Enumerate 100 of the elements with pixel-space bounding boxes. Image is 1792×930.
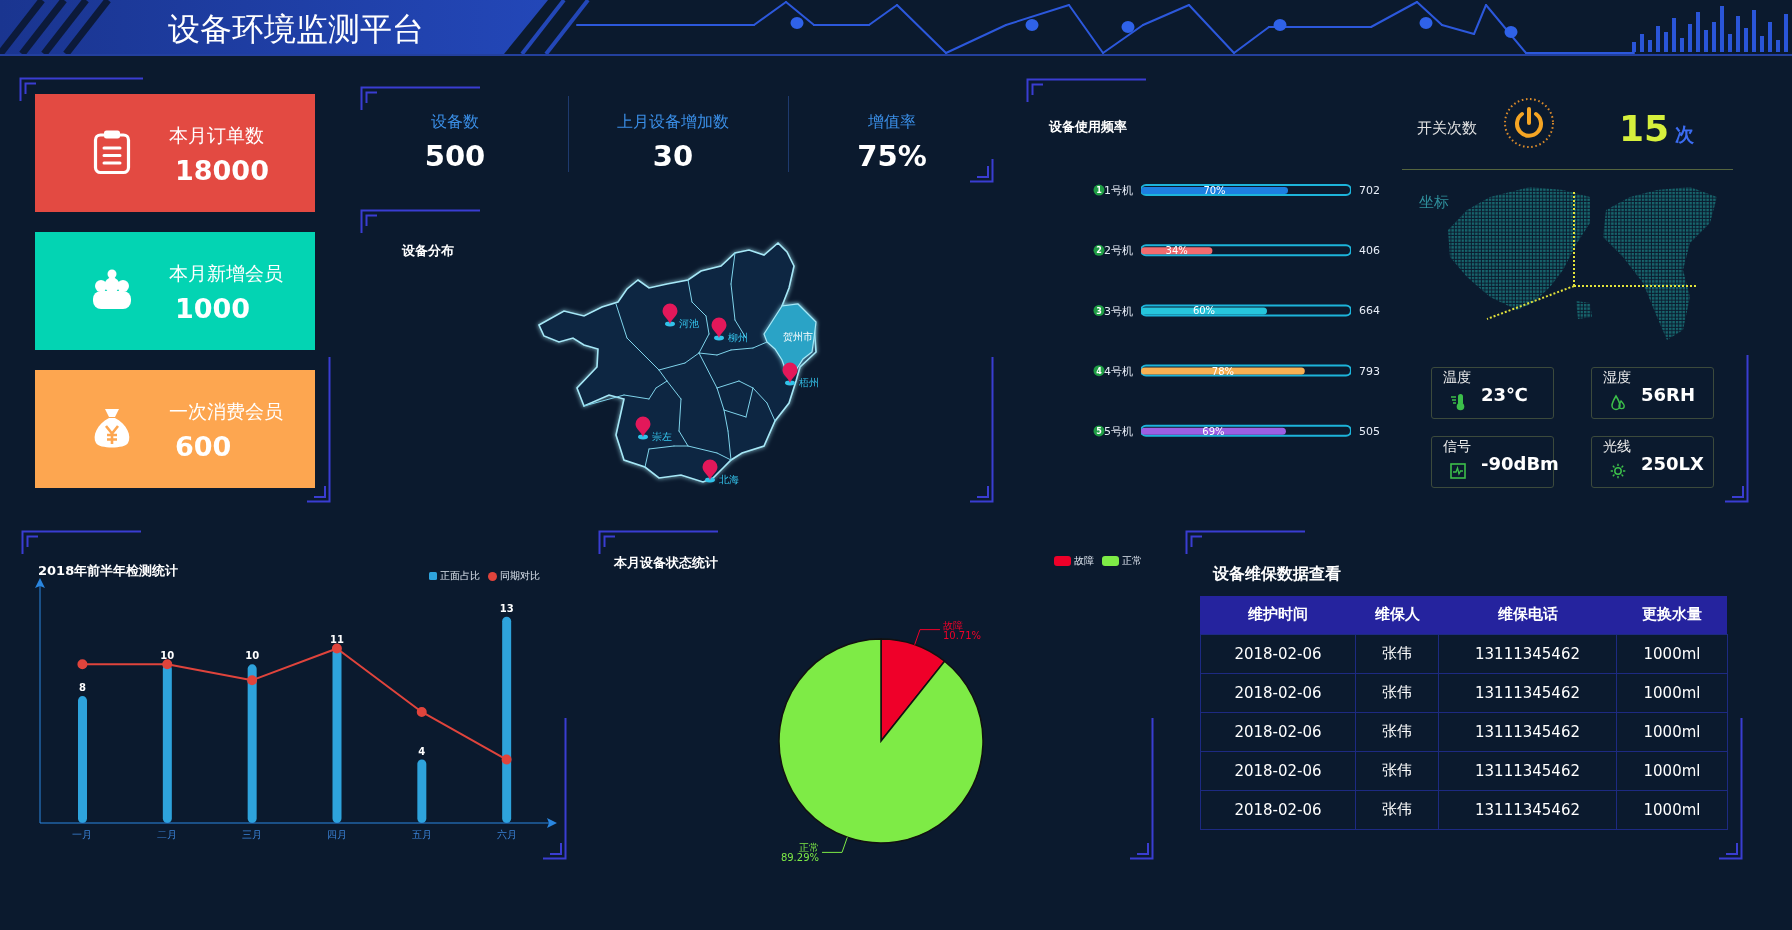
text: 13111345462 <box>1475 761 1580 780</box>
bar <box>502 616 512 823</box>
legend-label: 正常 <box>1122 555 1142 567</box>
category-label: 梧州 <box>799 377 819 389</box>
text: 2018-02-06 <box>1234 800 1322 819</box>
data-label: 10 <box>160 650 175 662</box>
data-label: 500 <box>424 138 486 174</box>
point <box>162 659 173 670</box>
rank-badge: 1 <box>1093 184 1105 196</box>
legend-label: 故障 <box>1074 555 1094 567</box>
data-label: 4 <box>418 745 426 757</box>
category-label: 信号 <box>1443 437 1471 455</box>
data-label: 10.71% <box>942 629 982 641</box>
text: 1000ml <box>1643 683 1701 702</box>
y-tick-label: 3号机 <box>1104 304 1133 318</box>
text: 2018-02-06 <box>1234 644 1322 663</box>
text: 2018-02-06 <box>1234 761 1322 780</box>
category-label: 一次消费会员 <box>169 399 283 423</box>
point <box>331 643 342 654</box>
y2-tick-label: 793 <box>1359 364 1380 378</box>
bar <box>1141 364 1351 377</box>
chart-title: 设备使用频率 <box>1049 119 1127 135</box>
chart-title: 2018年前半年检测统计 <box>38 563 179 579</box>
category-label: 温度 <box>1443 368 1471 386</box>
text: 张伟 <box>1382 683 1412 701</box>
y-tick-label: 2号机 <box>1104 244 1133 258</box>
data-label: 78% <box>1211 365 1235 377</box>
data-label: 1000 <box>175 292 251 326</box>
rank-badge: 2 <box>1093 244 1105 256</box>
x-tick-label: 五月 <box>411 829 432 841</box>
bar <box>1141 367 1305 375</box>
text: 1000ml <box>1643 761 1701 780</box>
legend-label: 正面占比 <box>440 570 480 582</box>
y2-tick-label: 505 <box>1359 424 1380 438</box>
bar <box>78 696 87 823</box>
category-label: 开关次数 <box>1417 119 1477 137</box>
data-label: 18000 <box>175 154 269 188</box>
y2-tick-label: 406 <box>1359 244 1380 258</box>
bar <box>1141 187 1288 194</box>
point <box>77 659 88 670</box>
text: 设备分布 <box>402 243 454 259</box>
category-label: 更换水量 <box>1641 604 1703 626</box>
text: 2018-02-06 <box>1234 722 1322 741</box>
y-tick-label: 1号机 <box>1104 184 1133 198</box>
text: 2018-02-06 <box>1234 683 1322 702</box>
text: 设备维保数据查看 <box>1213 564 1341 584</box>
data-label: 250LX <box>1641 453 1704 475</box>
text: 本月设备状态统计 <box>614 555 718 571</box>
data-label: 11 <box>330 634 344 646</box>
rank-badge: 4 <box>1093 365 1105 377</box>
rank-badge: 3 <box>1093 305 1105 316</box>
category-label: 上月设备增加数 <box>617 112 729 132</box>
data-label: 75% <box>857 138 927 174</box>
bar <box>162 664 172 823</box>
category-label: 北海 <box>719 474 739 486</box>
y-tick-label: 5号机 <box>1104 424 1133 438</box>
data-label: 60% <box>1192 305 1216 317</box>
data-label: 13 <box>499 602 514 614</box>
data-label: 8 <box>79 682 87 694</box>
data-label: 89.29% <box>780 852 820 864</box>
text: 张伟 <box>1382 800 1412 818</box>
category-label: 维保电话 <box>1496 604 1559 626</box>
text: 13111345462 <box>1475 800 1580 819</box>
text: 13111345462 <box>1475 683 1580 702</box>
bar <box>1141 184 1351 196</box>
x-tick-label: 二月 <box>157 829 178 841</box>
text: 贺州市 <box>783 331 813 343</box>
x-tick-label: 四月 <box>326 829 347 841</box>
text: 1000ml <box>1643 722 1701 741</box>
x-tick-label: 六月 <box>496 829 517 841</box>
data-label: -90dBm <box>1481 453 1559 475</box>
bar <box>417 759 427 823</box>
data-label: 70% <box>1203 185 1226 197</box>
point <box>247 675 258 686</box>
bar <box>247 664 257 823</box>
data-label: 56RH <box>1641 384 1695 406</box>
point <box>416 706 427 717</box>
data-label: 23℃ <box>1481 384 1528 406</box>
category-label: 崇左 <box>652 431 672 443</box>
data-label: 600 <box>175 430 232 464</box>
category-label: 柳州 <box>728 332 748 344</box>
text: 坐标 <box>1419 193 1449 211</box>
text: 张伟 <box>1382 761 1412 779</box>
text: 设备环境监测平台 <box>168 9 424 49</box>
text: 13111345462 <box>1475 644 1580 663</box>
category-label: 维保人 <box>1373 604 1421 626</box>
data-label: 10 <box>245 650 260 662</box>
category-label: 本月新增会员 <box>169 261 283 285</box>
data-label: 34% <box>1165 245 1188 257</box>
text: 1000ml <box>1643 644 1701 663</box>
category-label: 光线 <box>1603 437 1631 455</box>
rank-badge: 5 <box>1093 425 1105 437</box>
category-label: 维护时间 <box>1247 604 1309 626</box>
data-label: 69% <box>1202 425 1225 437</box>
text: 张伟 <box>1382 644 1412 662</box>
x-tick-label: 三月 <box>242 829 263 841</box>
category-label: 河池 <box>679 318 699 330</box>
point <box>501 754 512 765</box>
text: 1000ml <box>1643 800 1701 819</box>
data-label: 30 <box>652 138 694 174</box>
